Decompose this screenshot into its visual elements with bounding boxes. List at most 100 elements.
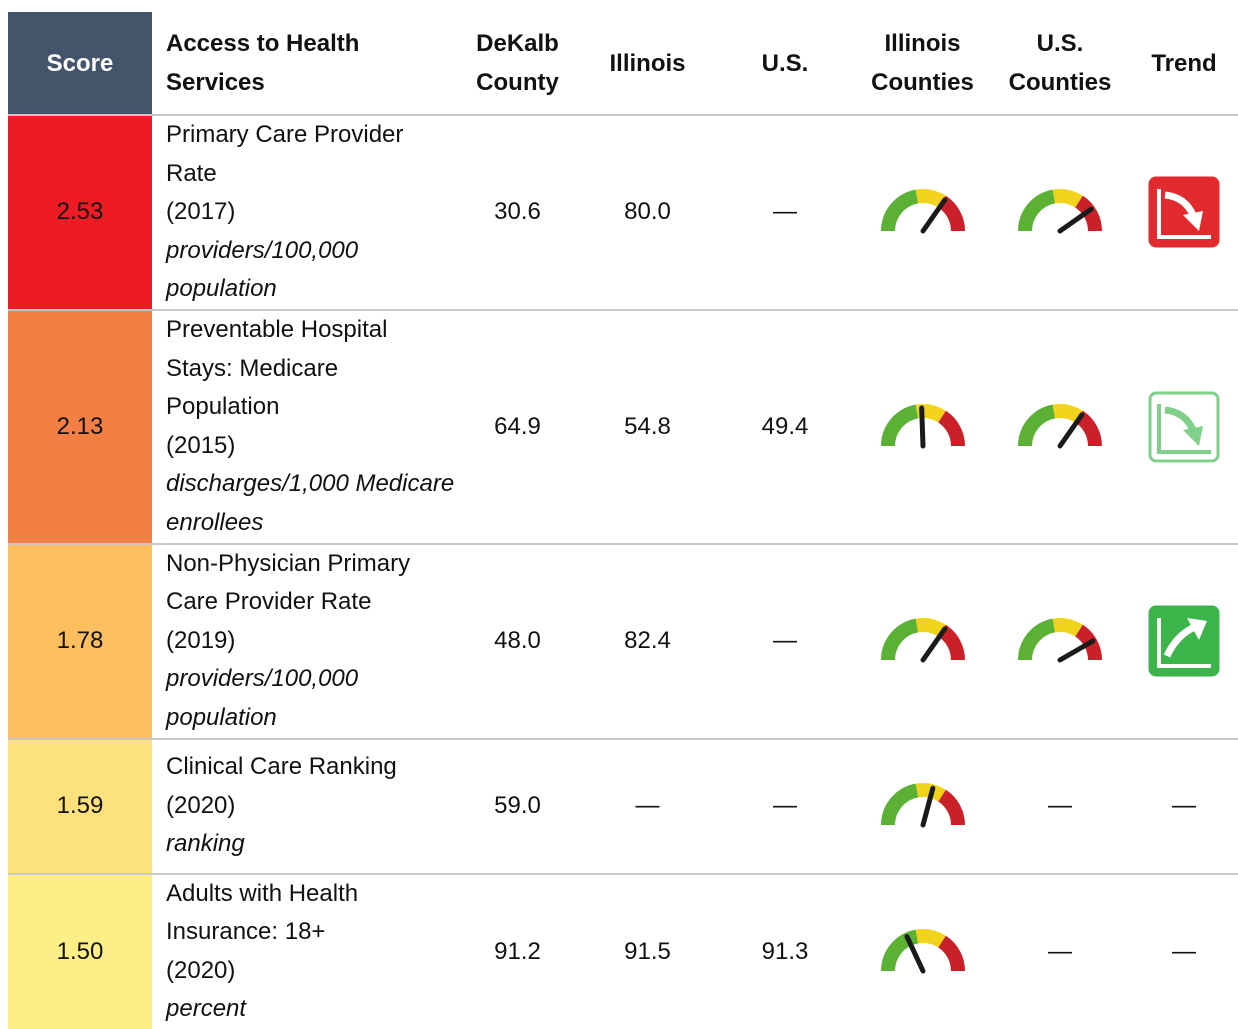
gauge-cell xyxy=(855,308,990,544)
trend-head xyxy=(1183,425,1203,446)
trend-axis xyxy=(1157,403,1211,454)
trend-icon xyxy=(1148,391,1220,463)
header-cell: Illinois Counties xyxy=(871,30,974,96)
value-cell: — xyxy=(715,114,855,310)
value-cell: 82.4 xyxy=(580,542,715,739)
gauge-cell xyxy=(855,872,990,1029)
gauge xyxy=(880,618,965,663)
indicator-year: (2019) xyxy=(166,626,236,654)
indicator-unit: percent xyxy=(166,995,247,1023)
header-cell: Trend xyxy=(1151,49,1217,77)
gauge-segment xyxy=(880,783,919,826)
trend-axis xyxy=(1157,189,1211,240)
indicator-year: (2017) xyxy=(166,198,236,226)
indicator-year: (2015) xyxy=(166,431,236,459)
trend-arrow xyxy=(1164,406,1197,432)
trend-head xyxy=(1183,211,1203,232)
value-cell: 64.9 xyxy=(455,308,580,544)
gauge-segment xyxy=(880,618,919,661)
indicator-name: Adults with Health Insurance: 18+ xyxy=(166,879,359,946)
header-cell: Access to Health Services xyxy=(166,30,360,96)
gauge-needle xyxy=(1057,207,1094,234)
gauge-segment xyxy=(937,196,965,232)
gauge-cell xyxy=(990,308,1130,544)
score-cell: 1.59 xyxy=(8,737,152,874)
table-row: 2.53 Primary Care Provider Rate (2017) prov… xyxy=(8,114,1238,310)
value-cell: — xyxy=(715,737,855,874)
gauge xyxy=(880,928,965,974)
value-cell: — xyxy=(990,737,1130,874)
indicator-name: Non-Physician Primary Care Provider Rate xyxy=(166,549,411,616)
table-row: 1.78 Non-Physician Primary Care Provider … xyxy=(8,542,1238,739)
value-cell: 54.8 xyxy=(580,308,715,544)
gauge-segment xyxy=(915,928,946,948)
gauge-cell xyxy=(990,542,1130,739)
indicator-year: (2020) xyxy=(166,956,236,984)
gauge-segment xyxy=(1052,189,1083,209)
table-row: 1.50 Adults with Health Insurance: 18+ (20… xyxy=(8,872,1238,1029)
header-cell: U.S. Counties xyxy=(1008,30,1112,96)
score-cell: 1.78 xyxy=(8,542,152,739)
header-cell: U.S. xyxy=(761,49,809,77)
indicator-cell: Primary Care Provider Rate (2017) provider… xyxy=(152,114,455,310)
gauge-segment xyxy=(937,789,965,826)
gauge-segment xyxy=(1018,404,1056,447)
gauge-needle xyxy=(920,626,947,663)
gauge xyxy=(880,403,965,449)
gauge-segment xyxy=(1018,190,1056,232)
trend-head xyxy=(1187,618,1207,641)
gauge-segment xyxy=(1052,403,1083,423)
header-cell: Illinois xyxy=(609,49,686,77)
indicator-cell: Preventable Hospital Stays: Medicare Pop… xyxy=(152,308,455,544)
value-cell: 59.0 xyxy=(455,737,580,874)
gauge-segment xyxy=(1052,618,1083,637)
table-row: 2.13 Preventable Hospital Stays: Medicare… xyxy=(8,308,1238,544)
indicator-year: (2020) xyxy=(166,791,236,819)
gauge xyxy=(880,783,965,828)
gauge xyxy=(1018,618,1102,663)
gauge-segment xyxy=(915,403,946,423)
trend-cell xyxy=(1130,308,1238,544)
table-body: 2.53 Primary Care Provider Rate (2017) prov… xyxy=(8,114,1238,1029)
header-cell: Score xyxy=(8,12,152,115)
value-cell: 91.2 xyxy=(455,872,580,1029)
gauge-cell xyxy=(855,114,990,310)
trend-arrow xyxy=(1164,192,1197,218)
gauge-segment xyxy=(1018,618,1056,661)
gauge-needle xyxy=(1057,638,1096,663)
table: Score Access to Health Services DeKalb C… xyxy=(8,12,1238,1029)
score-cell: 2.13 xyxy=(8,308,152,544)
gauge-segment xyxy=(1074,410,1102,447)
gauge-segment xyxy=(880,929,919,972)
indicator-cell: Clinical Care Ranking (2020) ranking xyxy=(152,737,455,874)
value-cell: 91.5 xyxy=(580,872,715,1029)
value-cell: 49.4 xyxy=(715,308,855,544)
indicator-name: Preventable Hospital Stays: Medicare Pop… xyxy=(166,315,388,421)
gauge-segment xyxy=(880,404,919,447)
indicator-unit: discharges/1,000 Medicare enrollees xyxy=(166,470,455,536)
value-cell: 80.0 xyxy=(580,114,715,310)
gauge-segment xyxy=(880,190,919,232)
trend-icon xyxy=(1148,176,1220,248)
gauge-segment xyxy=(915,189,946,209)
indicator-unit: ranking xyxy=(166,830,245,858)
gauge xyxy=(1018,403,1102,449)
score-cell: 2.53 xyxy=(8,114,152,310)
value-cell: — xyxy=(715,542,855,739)
gauge-segment xyxy=(1074,196,1102,232)
value-cell: 91.3 xyxy=(715,872,855,1029)
trend-cell xyxy=(1130,114,1238,310)
score-cell: 1.50 xyxy=(8,872,152,1029)
gauge-needle xyxy=(1057,412,1085,449)
trend-axis xyxy=(1157,618,1211,669)
gauge xyxy=(880,189,965,234)
gauge xyxy=(1018,189,1102,234)
trend-cell xyxy=(1130,542,1238,739)
indicator-unit: providers/100,000 population xyxy=(166,665,359,731)
gauge-needle xyxy=(920,785,935,828)
gauge-segment xyxy=(915,618,946,637)
value-cell: — xyxy=(990,872,1130,1029)
trend-icon xyxy=(1148,605,1220,677)
header-cell: DeKalb County xyxy=(476,30,559,96)
